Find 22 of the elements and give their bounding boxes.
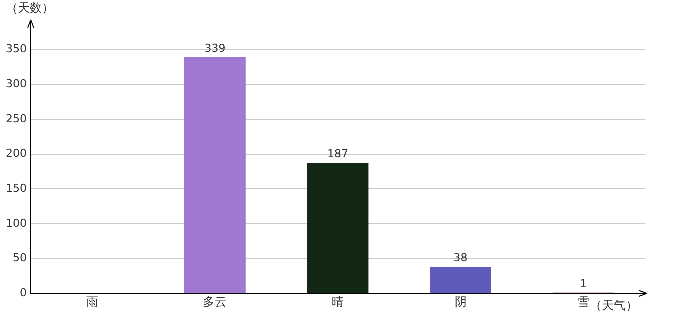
x-tick-label: 阴 — [454, 294, 467, 309]
data-label: 1 — [580, 277, 588, 290]
y-tick-label: 200 — [6, 147, 27, 160]
data-label: 339 — [204, 42, 226, 55]
y-tick-label: 0 — [20, 286, 27, 300]
data-label: 38 — [454, 251, 468, 264]
x-tick-label: 雨 — [86, 294, 98, 309]
bar — [307, 163, 369, 294]
data-label: 187 — [328, 148, 348, 161]
y-tick-label: 100 — [6, 216, 27, 230]
x-tick-label: 晴 — [332, 294, 344, 309]
x-tick-label: 多云 — [203, 294, 228, 309]
y-tick-label: 250 — [6, 112, 27, 126]
x-axis-title: （天气） — [590, 298, 638, 313]
y-axis-title: （天数） — [6, 1, 54, 16]
y-tick-label: 350 — [6, 42, 27, 56]
x-tick-label: 雪 — [578, 294, 590, 309]
bar — [184, 58, 246, 294]
y-tick-label: 150 — [6, 182, 27, 195]
bar — [430, 267, 492, 294]
y-tick-label: 50 — [12, 252, 27, 265]
y-tick-label: 300 — [6, 78, 27, 91]
